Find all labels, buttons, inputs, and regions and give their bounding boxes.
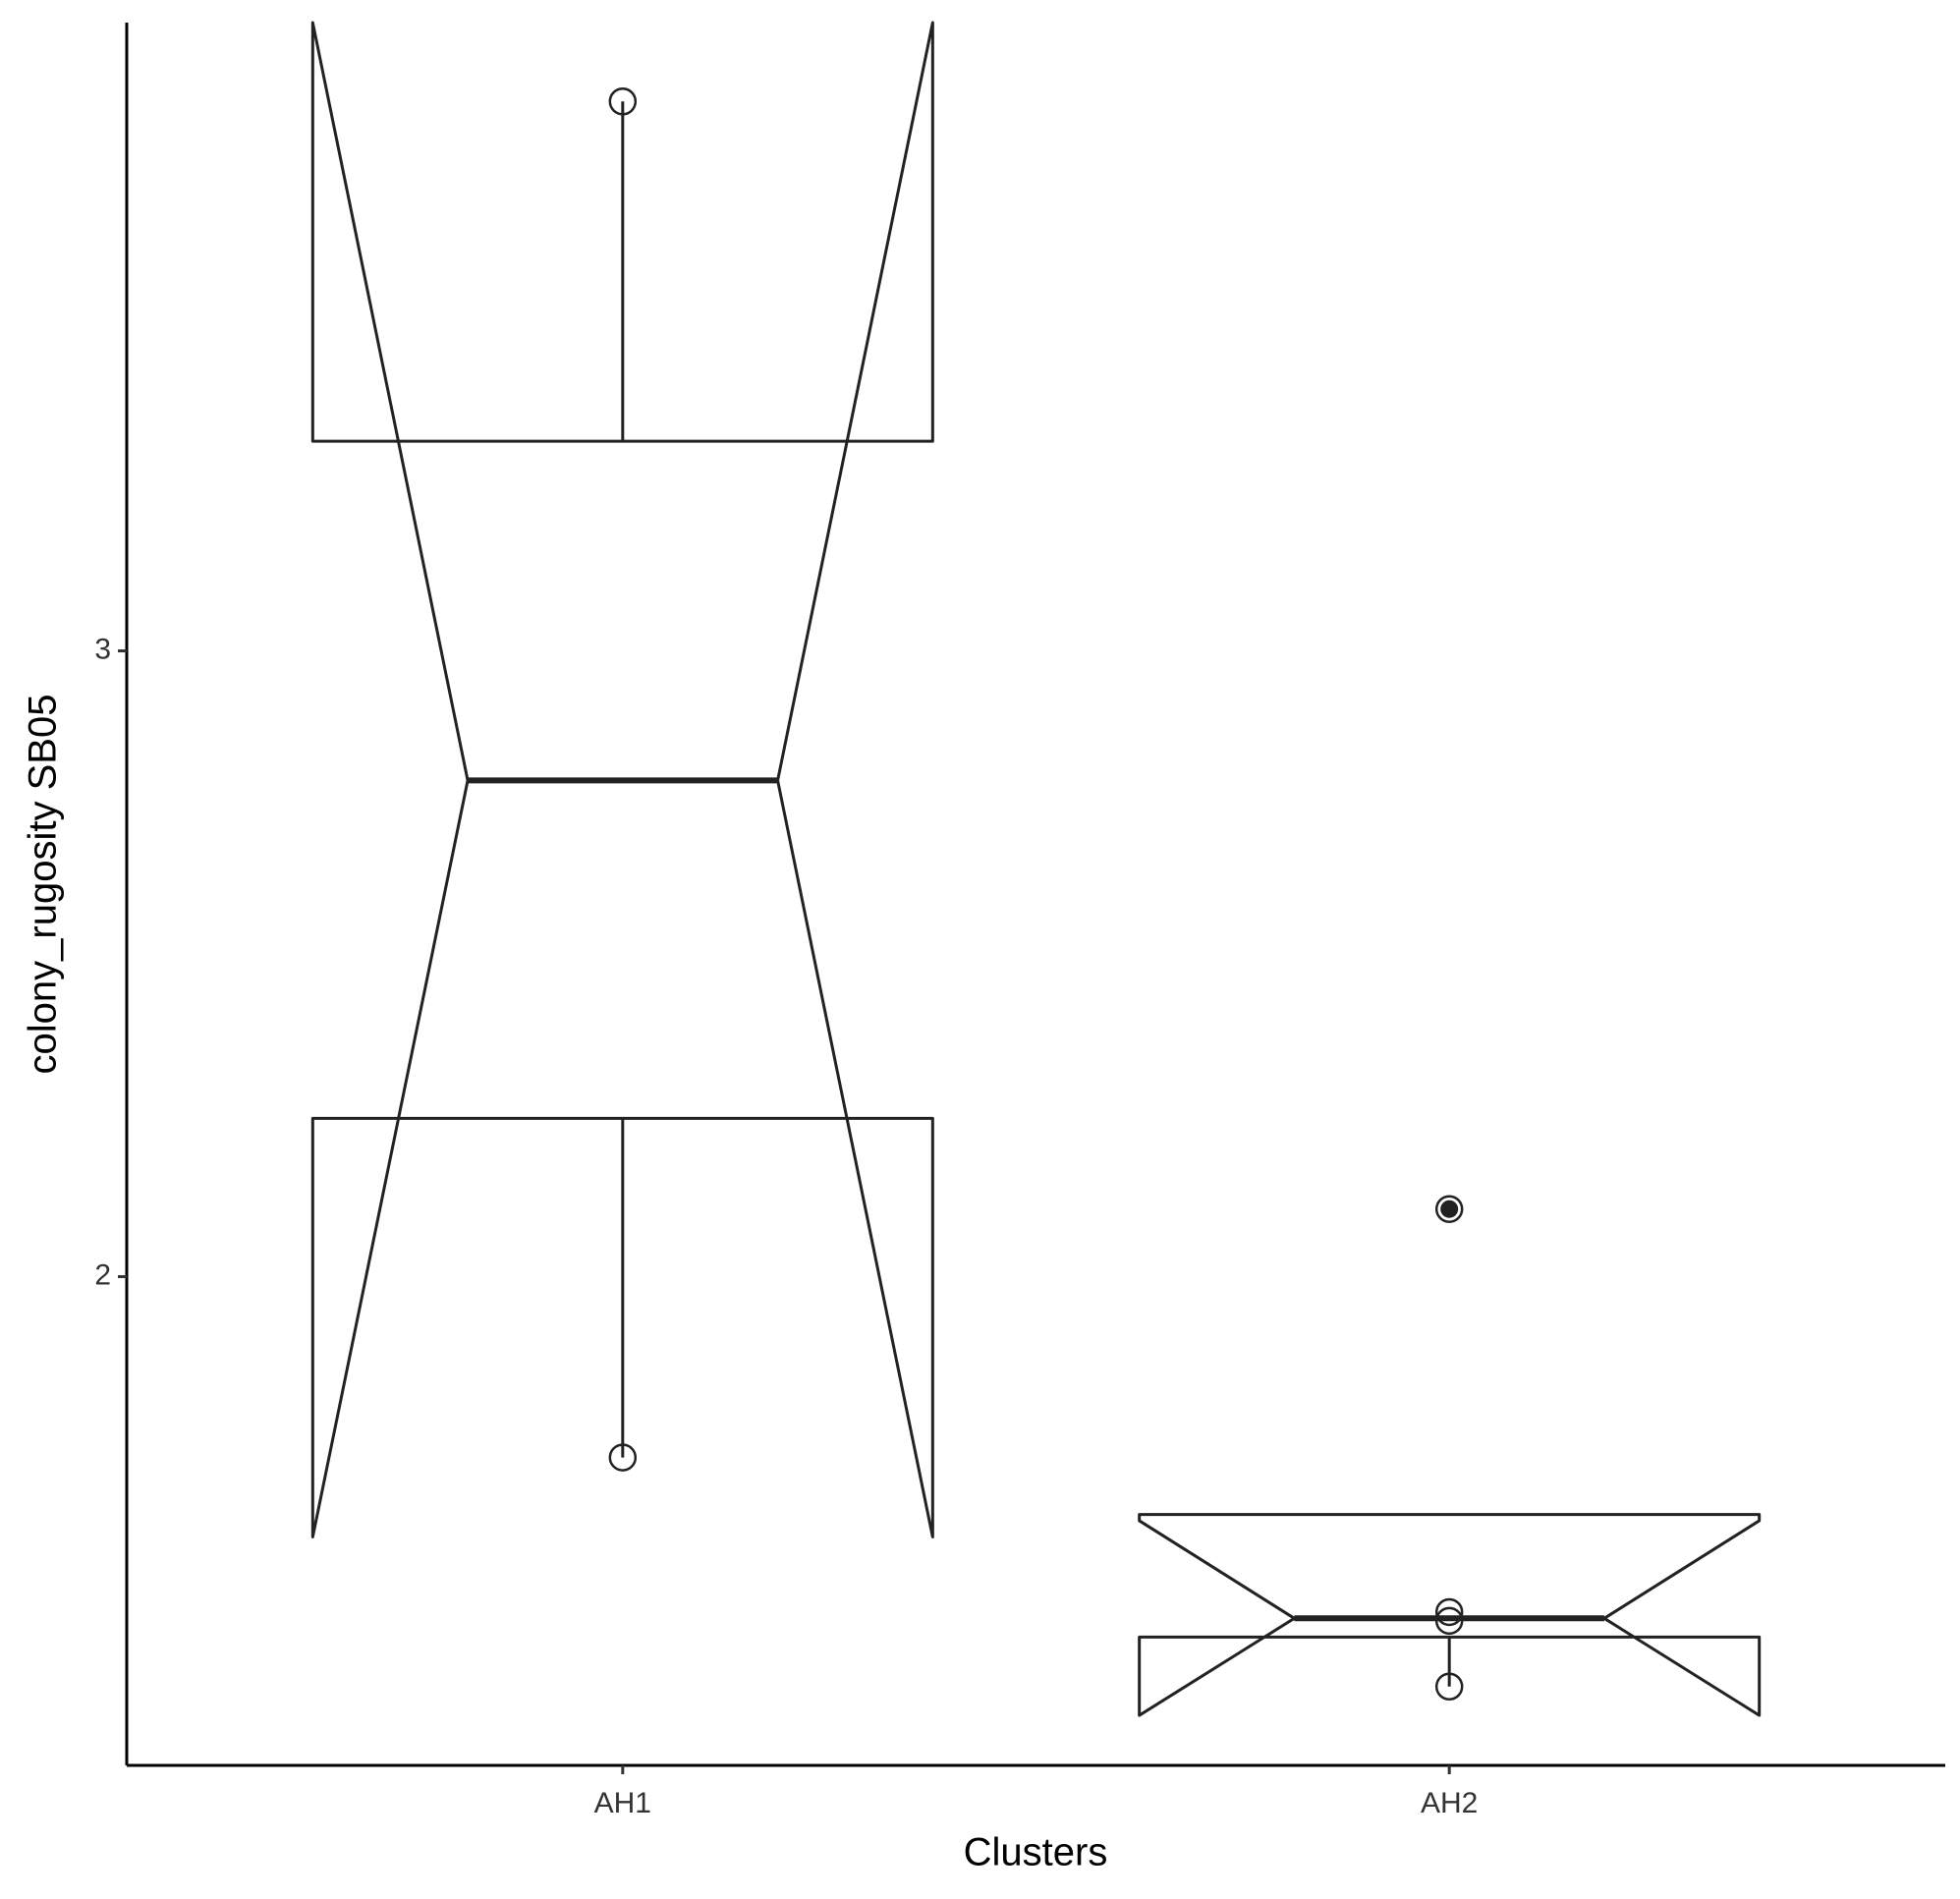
y-tick-label: 2 (94, 1258, 111, 1291)
point (1434, 1606, 1464, 1636)
point (1434, 1597, 1464, 1627)
outlier (1440, 1200, 1459, 1218)
point (608, 1443, 638, 1472)
box (1138, 1513, 1762, 1717)
x-tick-label: AH2 (1421, 1787, 1478, 1819)
point (608, 87, 638, 116)
point (1434, 1195, 1464, 1223)
point (1434, 1672, 1464, 1701)
y-tick-label: 3 (94, 633, 111, 665)
x-tick-label: AH1 (594, 1787, 651, 1819)
x-axis-title: Clusters (964, 1831, 1108, 1874)
y-axis-title: colony_rugosity SB05 (22, 695, 65, 1075)
box (310, 21, 934, 1539)
